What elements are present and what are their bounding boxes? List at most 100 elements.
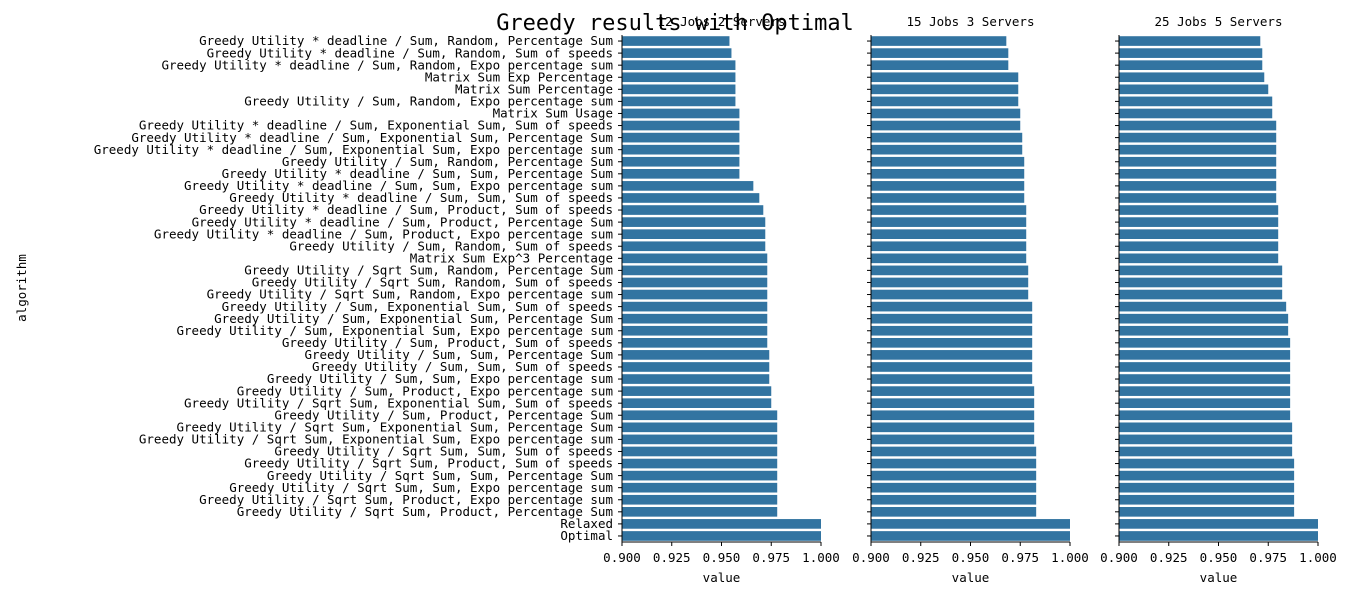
x-tick-label: 1.000: [1299, 550, 1337, 565]
category-label: Greedy Utility / Sum, Exponential Sum, E…: [177, 323, 614, 338]
bar: [871, 96, 1019, 107]
bar: [1119, 265, 1283, 276]
bar: [871, 253, 1027, 264]
category-label: Greedy Utility / Sqrt Sum, Product, Expo…: [199, 492, 613, 507]
bar: [1119, 84, 1269, 95]
bar: [871, 289, 1029, 300]
bar: [622, 506, 778, 517]
category-label: Greedy Utility * deadline / Sum, Sum, Pe…: [222, 166, 613, 181]
bar: [1119, 506, 1295, 517]
panel-title: 15 Jobs 3 Servers: [907, 14, 1035, 29]
bar: [871, 301, 1033, 312]
category-label: Greedy Utility / Sum, Random, Sum of spe…: [289, 238, 613, 253]
bar: [622, 470, 778, 481]
bar: [622, 144, 740, 155]
bar: [1119, 386, 1291, 396]
bar: [1119, 120, 1277, 131]
bar: [622, 531, 821, 541]
category-label: Greedy Utility / Sqrt Sum, Random, Expo …: [207, 287, 613, 302]
bar: [871, 108, 1021, 119]
category-label: Greedy Utility / Sum, Product, Expo perc…: [237, 383, 613, 398]
bar: [1119, 60, 1263, 71]
bar: [1119, 337, 1291, 348]
bar: [871, 265, 1029, 276]
x-axis-label: value: [703, 570, 741, 585]
bar: [622, 229, 766, 240]
bar: [1119, 531, 1318, 541]
bar: [871, 374, 1033, 384]
panel-1: 12 Jobs 2 Servers Greedy Utility * deadli…: [94, 14, 840, 585]
bar: [622, 217, 766, 227]
bar: [622, 96, 736, 107]
bar: [622, 313, 768, 324]
category-label: Matrix Sum Exp^3 Percentage: [410, 251, 613, 266]
bar: [622, 337, 768, 348]
category-label: Greedy Utility / Sum, Product, Percentag…: [274, 407, 613, 422]
bar: [871, 205, 1027, 215]
bar: [622, 241, 766, 252]
bar: [622, 398, 772, 409]
bar: [622, 36, 730, 46]
bar: [1119, 325, 1289, 336]
bar: [871, 434, 1035, 445]
bar: [622, 374, 770, 384]
bar: [622, 289, 768, 300]
bar: [871, 120, 1021, 131]
x-tick-label: 0.950: [1200, 550, 1238, 565]
category-label: Greedy Utility * deadline / Sum, Exponen…: [139, 118, 613, 133]
bar: [622, 193, 760, 203]
x-tick-label: 0.900: [603, 550, 641, 565]
bar: [871, 72, 1019, 83]
panel-2: 15 Jobs 3 Servers 0.900 0.925 0.950 0.975 1.0…: [852, 14, 1089, 585]
bar: [871, 519, 1070, 529]
bar: [622, 108, 740, 119]
bar: [622, 156, 740, 167]
category-label: Greedy Utility / Sum, Sum, Expo percenta…: [267, 371, 613, 386]
category-label: Greedy Utility / Sqrt Sum, Sum, Expo per…: [229, 480, 613, 495]
bar: [1119, 217, 1279, 227]
bar: [871, 458, 1037, 469]
category-label: Optimal: [560, 528, 613, 543]
bar: [1119, 168, 1277, 179]
x-tick-label: 0.900: [1100, 550, 1138, 565]
bar: [871, 386, 1035, 396]
bar: [622, 132, 740, 143]
x-axis-label: value: [1200, 570, 1238, 585]
bar: [1119, 519, 1318, 529]
bar: [622, 434, 778, 445]
category-label: Greedy Utility / Sum, Random, Expo perce…: [244, 94, 613, 109]
bar: [871, 48, 1009, 58]
bar: [622, 494, 778, 505]
bar: [622, 72, 736, 83]
bar: [622, 84, 736, 95]
bar: [1119, 193, 1277, 203]
x-axis-label: value: [952, 570, 990, 585]
bar: [622, 301, 768, 312]
x-tick-label: 0.900: [852, 550, 890, 565]
category-label: Greedy Utility / Sum, Sum, Sum of speeds: [312, 359, 613, 374]
bar: [622, 386, 772, 396]
bar: [871, 398, 1035, 409]
category-label: Greedy Utility / Sqrt Sum, Product, Sum …: [244, 456, 613, 471]
bar: [871, 229, 1027, 240]
bar: [1119, 48, 1263, 58]
bar: [871, 446, 1037, 457]
bar: [622, 60, 736, 71]
bar: [622, 482, 778, 493]
bar: [871, 325, 1033, 336]
bar: [622, 48, 732, 58]
bar: [622, 325, 768, 336]
x-tick-label: 0.925: [902, 550, 940, 565]
bar: [1119, 458, 1295, 469]
category-label: Matrix Sum Usage: [493, 106, 613, 121]
category-label: Greedy Utility * deadline / Sum, Random,…: [207, 45, 613, 60]
bar: [871, 217, 1027, 227]
bar: [871, 531, 1070, 541]
category-label: Greedy Utility / Sqrt Sum, Sum, Sum of s…: [274, 444, 613, 459]
x-tick-label: 0.975: [752, 550, 790, 565]
bar: [1119, 301, 1287, 312]
bar: [871, 337, 1033, 348]
category-label: Greedy Utility * deadline / Sum, Product…: [154, 226, 613, 241]
bar: [1119, 362, 1291, 372]
panel-3: 25 Jobs 5 Servers 0.900 0.925 0.950 0.975 1.0…: [1100, 14, 1337, 585]
